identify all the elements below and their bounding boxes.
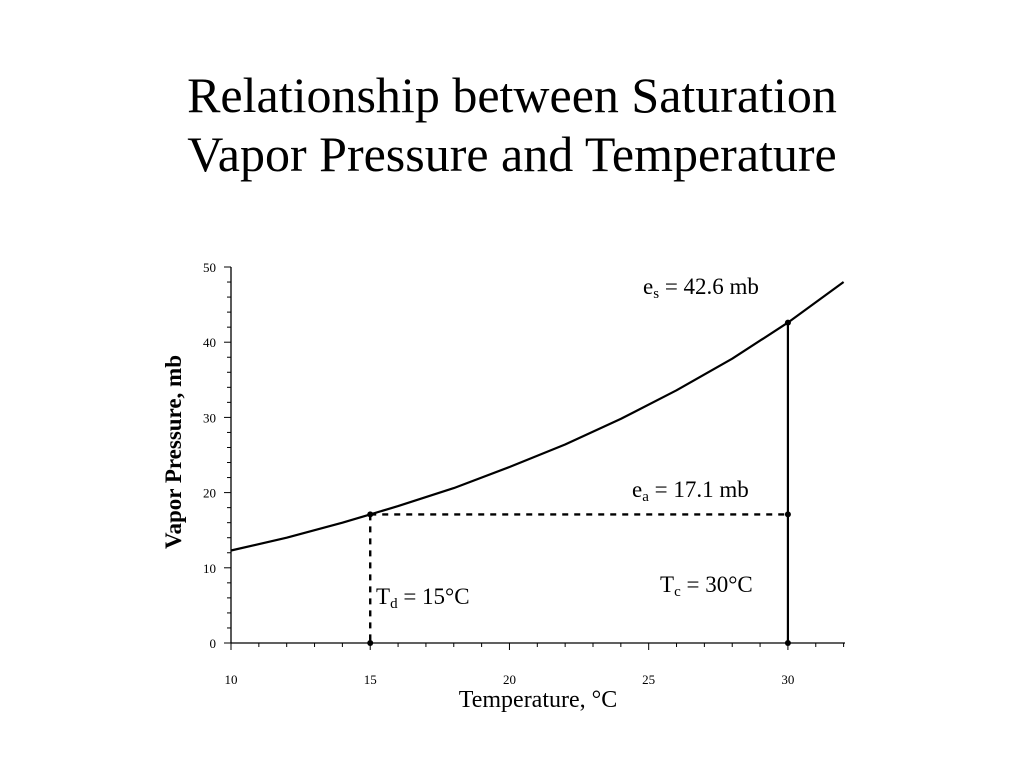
saturation-curve (230, 281, 845, 552)
point-marker (784, 640, 791, 646)
y-axis-title: Vapor Pressure, mb (161, 355, 186, 549)
chart-ticks: 0 10 20 30 40 50 10 15 20 25 30 (203, 260, 845, 687)
y-tick-label: 10 (203, 561, 216, 576)
x-tick-label: 20 (503, 672, 516, 687)
es-annotation: es = 42.6 mb (643, 274, 759, 302)
slide-title: Relationship between Saturation Vapor Pr… (0, 66, 1024, 184)
point-marker (784, 511, 791, 518)
x-tick-label: 10 (225, 672, 238, 687)
y-tick-label: 20 (203, 486, 216, 501)
td-annotation: Td = 15°C (376, 584, 470, 612)
ea-annotation: ea = 17.1 mb (632, 477, 749, 505)
chart-labels: Temperature, °C Vapor Pressure, mb es = 42… (161, 274, 759, 713)
y-tick-label: 50 (203, 260, 216, 275)
slide-title-line-1: Relationship between Saturation (187, 67, 837, 123)
y-tick-label: 30 (203, 410, 216, 425)
y-tick-label: 40 (203, 335, 216, 350)
x-axis-title: Temperature, °C (459, 687, 618, 713)
x-tick-label: 30 (781, 672, 794, 687)
y-tick-label: 0 (210, 636, 217, 651)
slide-title-line-2: Vapor Pressure and Temperature (187, 126, 837, 182)
tc-annotation: Tc = 30°C (660, 572, 753, 600)
x-tick-label: 15 (364, 672, 377, 687)
chart-series (230, 281, 845, 552)
chart-axes (230, 267, 845, 644)
x-tick-label: 25 (642, 672, 655, 687)
point-marker (367, 640, 374, 646)
